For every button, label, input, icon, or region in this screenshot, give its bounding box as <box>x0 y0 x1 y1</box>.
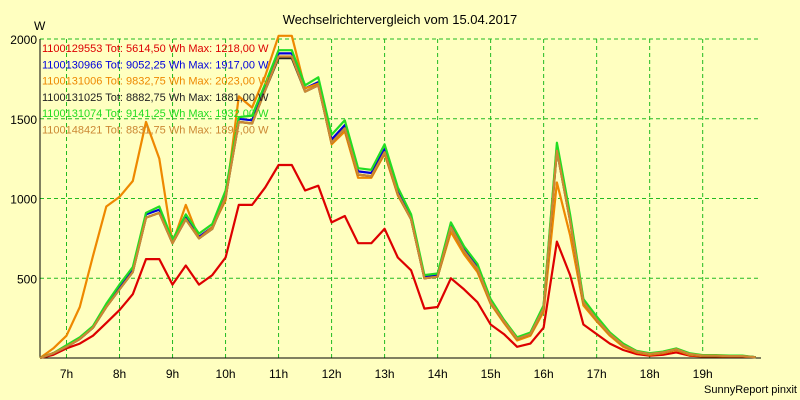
legend-entry-5: 1100131074 Tot: 9141,25 Wh Max: 1932,00 … <box>42 108 269 120</box>
legend-entry-4: 1100131025 Tot: 8882,75 Wh Max: 1881,00 … <box>42 92 269 104</box>
x-tick-label: 18h <box>640 367 660 381</box>
footer-credit: SunnyReport pinxit <box>704 384 797 396</box>
x-tick-label: 17h <box>587 367 607 381</box>
axes <box>39 39 761 359</box>
series-lines <box>39 34 756 360</box>
y-axis-label: W <box>34 19 46 33</box>
y-tick-label: 2000 <box>10 33 37 47</box>
legend-entry-1: 1100129553 Tot: 5614,50 Wh Max: 1218,00 … <box>42 43 269 55</box>
x-tick-label: 10h <box>216 367 236 381</box>
series-line-1 <box>39 163 756 360</box>
x-tick-label: 11h <box>269 367 288 381</box>
x-tick-label: 12h <box>322 367 342 381</box>
x-tick-label: 19h <box>693 367 713 381</box>
x-tick-label: 9h <box>166 367 179 381</box>
series-line-6 <box>39 55 756 360</box>
x-tick-label: 8h <box>113 367 126 381</box>
legend-entry-6: 1100148421 Tot: 8831,75 Wh Max: 1894,00 … <box>42 125 269 137</box>
y-tick-label: 1000 <box>10 193 37 207</box>
chart-title: Wechselrichtervergleich vom 15.04.2017 <box>283 12 518 27</box>
x-tick-label: 13h <box>375 367 395 381</box>
x-tick-label: 14h <box>428 367 448 381</box>
legend-entry-2: 1100130966 Tot: 9052,25 Wh Max: 1917,00 … <box>42 59 269 71</box>
y-tick-label: 1500 <box>10 113 37 127</box>
x-tick-label: 16h <box>534 367 554 381</box>
tick-labels: 7h 8h 9h 10h 11h 12h 13h 14h 15h 16h 17h 18h 19h 500 1… <box>10 33 712 381</box>
legend: 1100129553 Tot: 5614,50 Wh Max: 1218,00 … <box>42 43 269 137</box>
x-tick-label: 7h <box>60 367 73 381</box>
legend-entry-3: 1100131006 Tot: 9832,75 Wh Max: 2023,00 … <box>42 76 269 88</box>
y-tick-label: 500 <box>17 272 37 286</box>
x-tick-label: 15h <box>481 367 501 381</box>
